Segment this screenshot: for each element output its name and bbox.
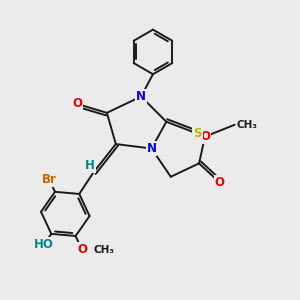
Text: N: N xyxy=(136,90,146,103)
Text: H: H xyxy=(85,159,95,172)
Text: CH₃: CH₃ xyxy=(236,120,257,130)
Text: CH₃: CH₃ xyxy=(94,244,115,255)
Text: O: O xyxy=(78,243,88,256)
Text: Br: Br xyxy=(42,173,57,186)
Text: HO: HO xyxy=(34,238,54,251)
Text: N: N xyxy=(146,142,157,155)
Text: S: S xyxy=(193,127,202,140)
Text: O: O xyxy=(200,130,210,143)
Text: O: O xyxy=(215,176,225,189)
Text: O: O xyxy=(72,98,82,110)
